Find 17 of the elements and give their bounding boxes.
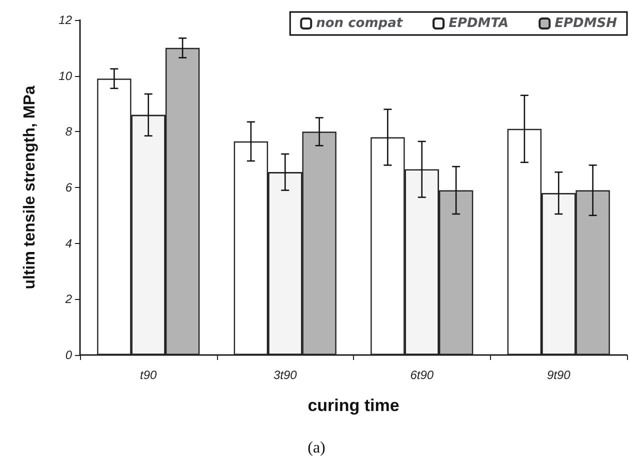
y-tick-label: 4	[65, 236, 72, 250]
legend-label: EPDMTA	[448, 16, 509, 31]
x-tick-label: 9t90	[546, 368, 571, 382]
y-tick-label: 8	[65, 124, 72, 139]
y-tick-label: 6	[65, 180, 72, 194]
x-tick-label: 6t90	[410, 368, 434, 382]
text: (a)	[308, 440, 326, 456]
y-tick-label: 12	[58, 13, 72, 27]
y-tick-label: 0	[65, 348, 72, 362]
legend-label: non compat	[316, 16, 404, 31]
legend-label: EPDMSH	[554, 16, 618, 31]
y-tick-label: 10	[58, 68, 72, 83]
x-tick-label: 3t90	[273, 368, 298, 382]
y-tick-label: 2	[64, 292, 72, 306]
x-tick-label: t90	[140, 368, 158, 382]
x-axis-title: curing time	[308, 396, 400, 415]
y-axis-title: ultim tensile strength, MPa	[22, 86, 38, 290]
